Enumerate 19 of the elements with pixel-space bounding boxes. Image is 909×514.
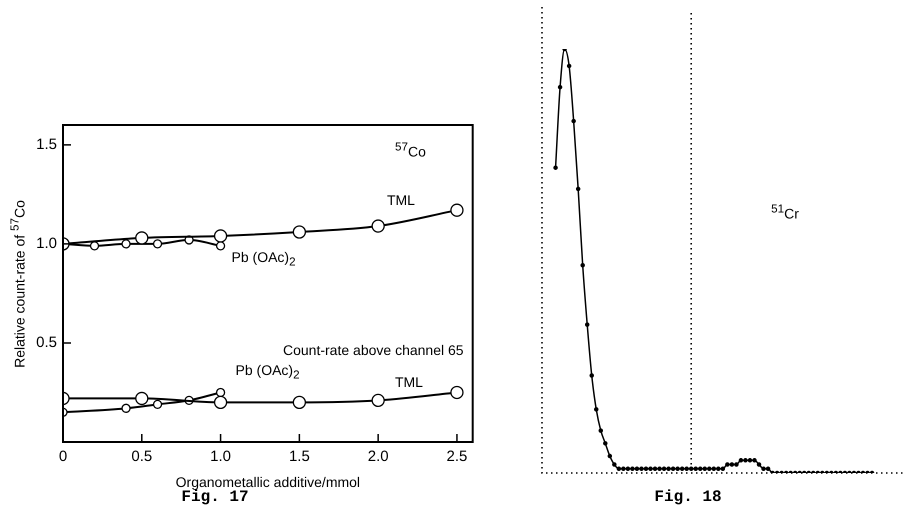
x-tick-label: 1.5 [288, 448, 310, 466]
x-axis-title: Organometallic additive/mmol [176, 474, 360, 490]
y-tick-label: 1.5 [36, 136, 57, 153]
caption: Fig. 17 [181, 488, 249, 506]
x-tick-label: 0.5 [131, 448, 152, 466]
series-label: Pb (OAc)$_{2}$ [236, 362, 300, 382]
series-label: TML [394, 374, 423, 390]
x-tick-label: 2.0 [368, 448, 389, 466]
series-label: TML [386, 192, 415, 208]
series-label: Pb (OAc)$_{2}$ [232, 248, 296, 268]
annotation: Count-rate above channel 65 [283, 342, 464, 358]
x-tick-label: 0 [58, 448, 68, 466]
annotation: $^{57}$Co [395, 140, 426, 160]
x-tick-label: 2.5 [446, 448, 468, 466]
annotation: $^{51}$Cr [771, 202, 799, 222]
caption: Fig. 18 [654, 488, 722, 506]
x-tick-label: 1.0 [210, 448, 232, 466]
y-tick-label: 1.0 [36, 235, 57, 252]
y-tick-label: 0.5 [36, 334, 57, 352]
